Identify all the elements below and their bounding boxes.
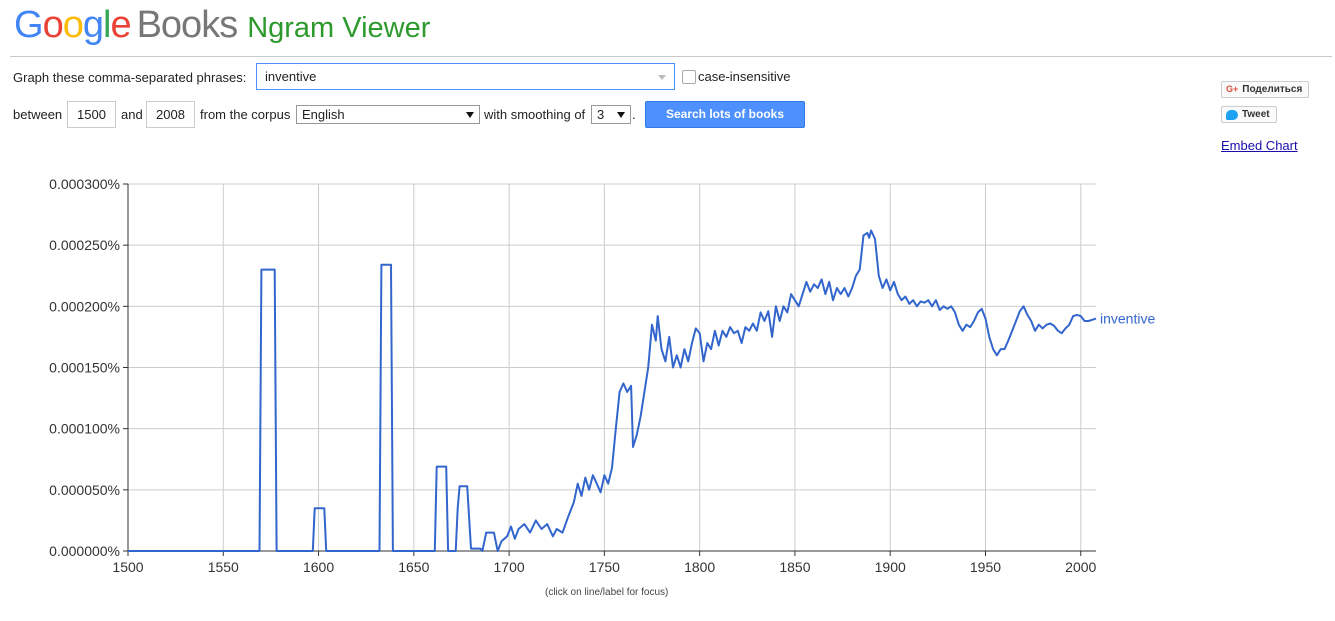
x-tick-label: 1500 [112, 559, 143, 575]
ngram-viewer-title: Ngram Viewer [247, 12, 431, 44]
x-tick-label: 1950 [970, 559, 1001, 575]
end-year-input[interactable]: 2008 [146, 101, 195, 128]
google-books-logo[interactable]: Google Books Ngram Viewer [14, 4, 430, 47]
embed-chart-link[interactable]: Embed Chart [1221, 138, 1298, 153]
smoothing-select[interactable]: 3 [591, 105, 631, 124]
x-tick-label: 1550 [208, 559, 239, 575]
y-tick-label: 0.000050% [49, 482, 120, 498]
y-tick-label: 0.000200% [49, 298, 120, 314]
start-year-input[interactable]: 1500 [67, 101, 116, 128]
logo-google: Google [14, 4, 132, 46]
x-tick-label: 1800 [684, 559, 715, 575]
corpus-value: English [302, 107, 345, 122]
phrases-value: inventive [265, 69, 317, 84]
y-tick-label: 0.000250% [49, 237, 120, 253]
phrases-input[interactable]: inventive [256, 63, 675, 90]
chevron-down-icon [466, 112, 474, 118]
case-insensitive-checkbox[interactable] [682, 70, 696, 84]
and-label: and [121, 107, 143, 122]
series-line-inventive [128, 229, 1097, 552]
y-tick-label: 0.000150% [49, 360, 120, 376]
tweet-button[interactable]: Tweet [1221, 106, 1277, 123]
period: . [632, 107, 636, 122]
y-tick-label: 0.000000% [49, 543, 120, 559]
y-tick-label: 0.000100% [49, 421, 120, 437]
case-insensitive-label: case-insensitive [698, 69, 791, 84]
share-label: Поделиться [1242, 84, 1303, 95]
search-button[interactable]: Search lots of books [645, 101, 805, 128]
corpus-label: from the corpus [200, 107, 291, 122]
chevron-down-icon [617, 112, 625, 118]
x-tick-label: 1700 [494, 559, 525, 575]
twitter-icon [1226, 109, 1238, 120]
x-tick-label: 2000 [1065, 559, 1096, 575]
between-label: between [13, 107, 63, 122]
series-label[interactable]: inventive [1100, 311, 1155, 327]
google-plus-icon: G+ [1226, 84, 1239, 94]
share-button[interactable]: G+ Поделиться [1221, 81, 1310, 98]
corpus-select[interactable]: English [296, 105, 480, 124]
x-tick-label: 1850 [779, 559, 810, 575]
smoothing-label: with smoothing of [484, 107, 586, 122]
x-tick-label: 1900 [875, 559, 906, 575]
x-tick-label: 1750 [589, 559, 620, 575]
x-tick-label: 1650 [398, 559, 429, 575]
logo-books: Books [136, 4, 239, 46]
phrases-label: Graph these comma-separated phrases: [13, 69, 247, 85]
header-divider [10, 56, 1332, 57]
smoothing-value: 3 [597, 107, 605, 122]
chart-footnote: (click on line/label for focus) [545, 587, 669, 598]
x-tick-label: 1600 [303, 559, 334, 575]
tweet-label: Tweet [1242, 109, 1270, 120]
y-tick-label: 0.000300% [49, 176, 120, 192]
dropdown-arrow-icon[interactable] [658, 75, 666, 80]
